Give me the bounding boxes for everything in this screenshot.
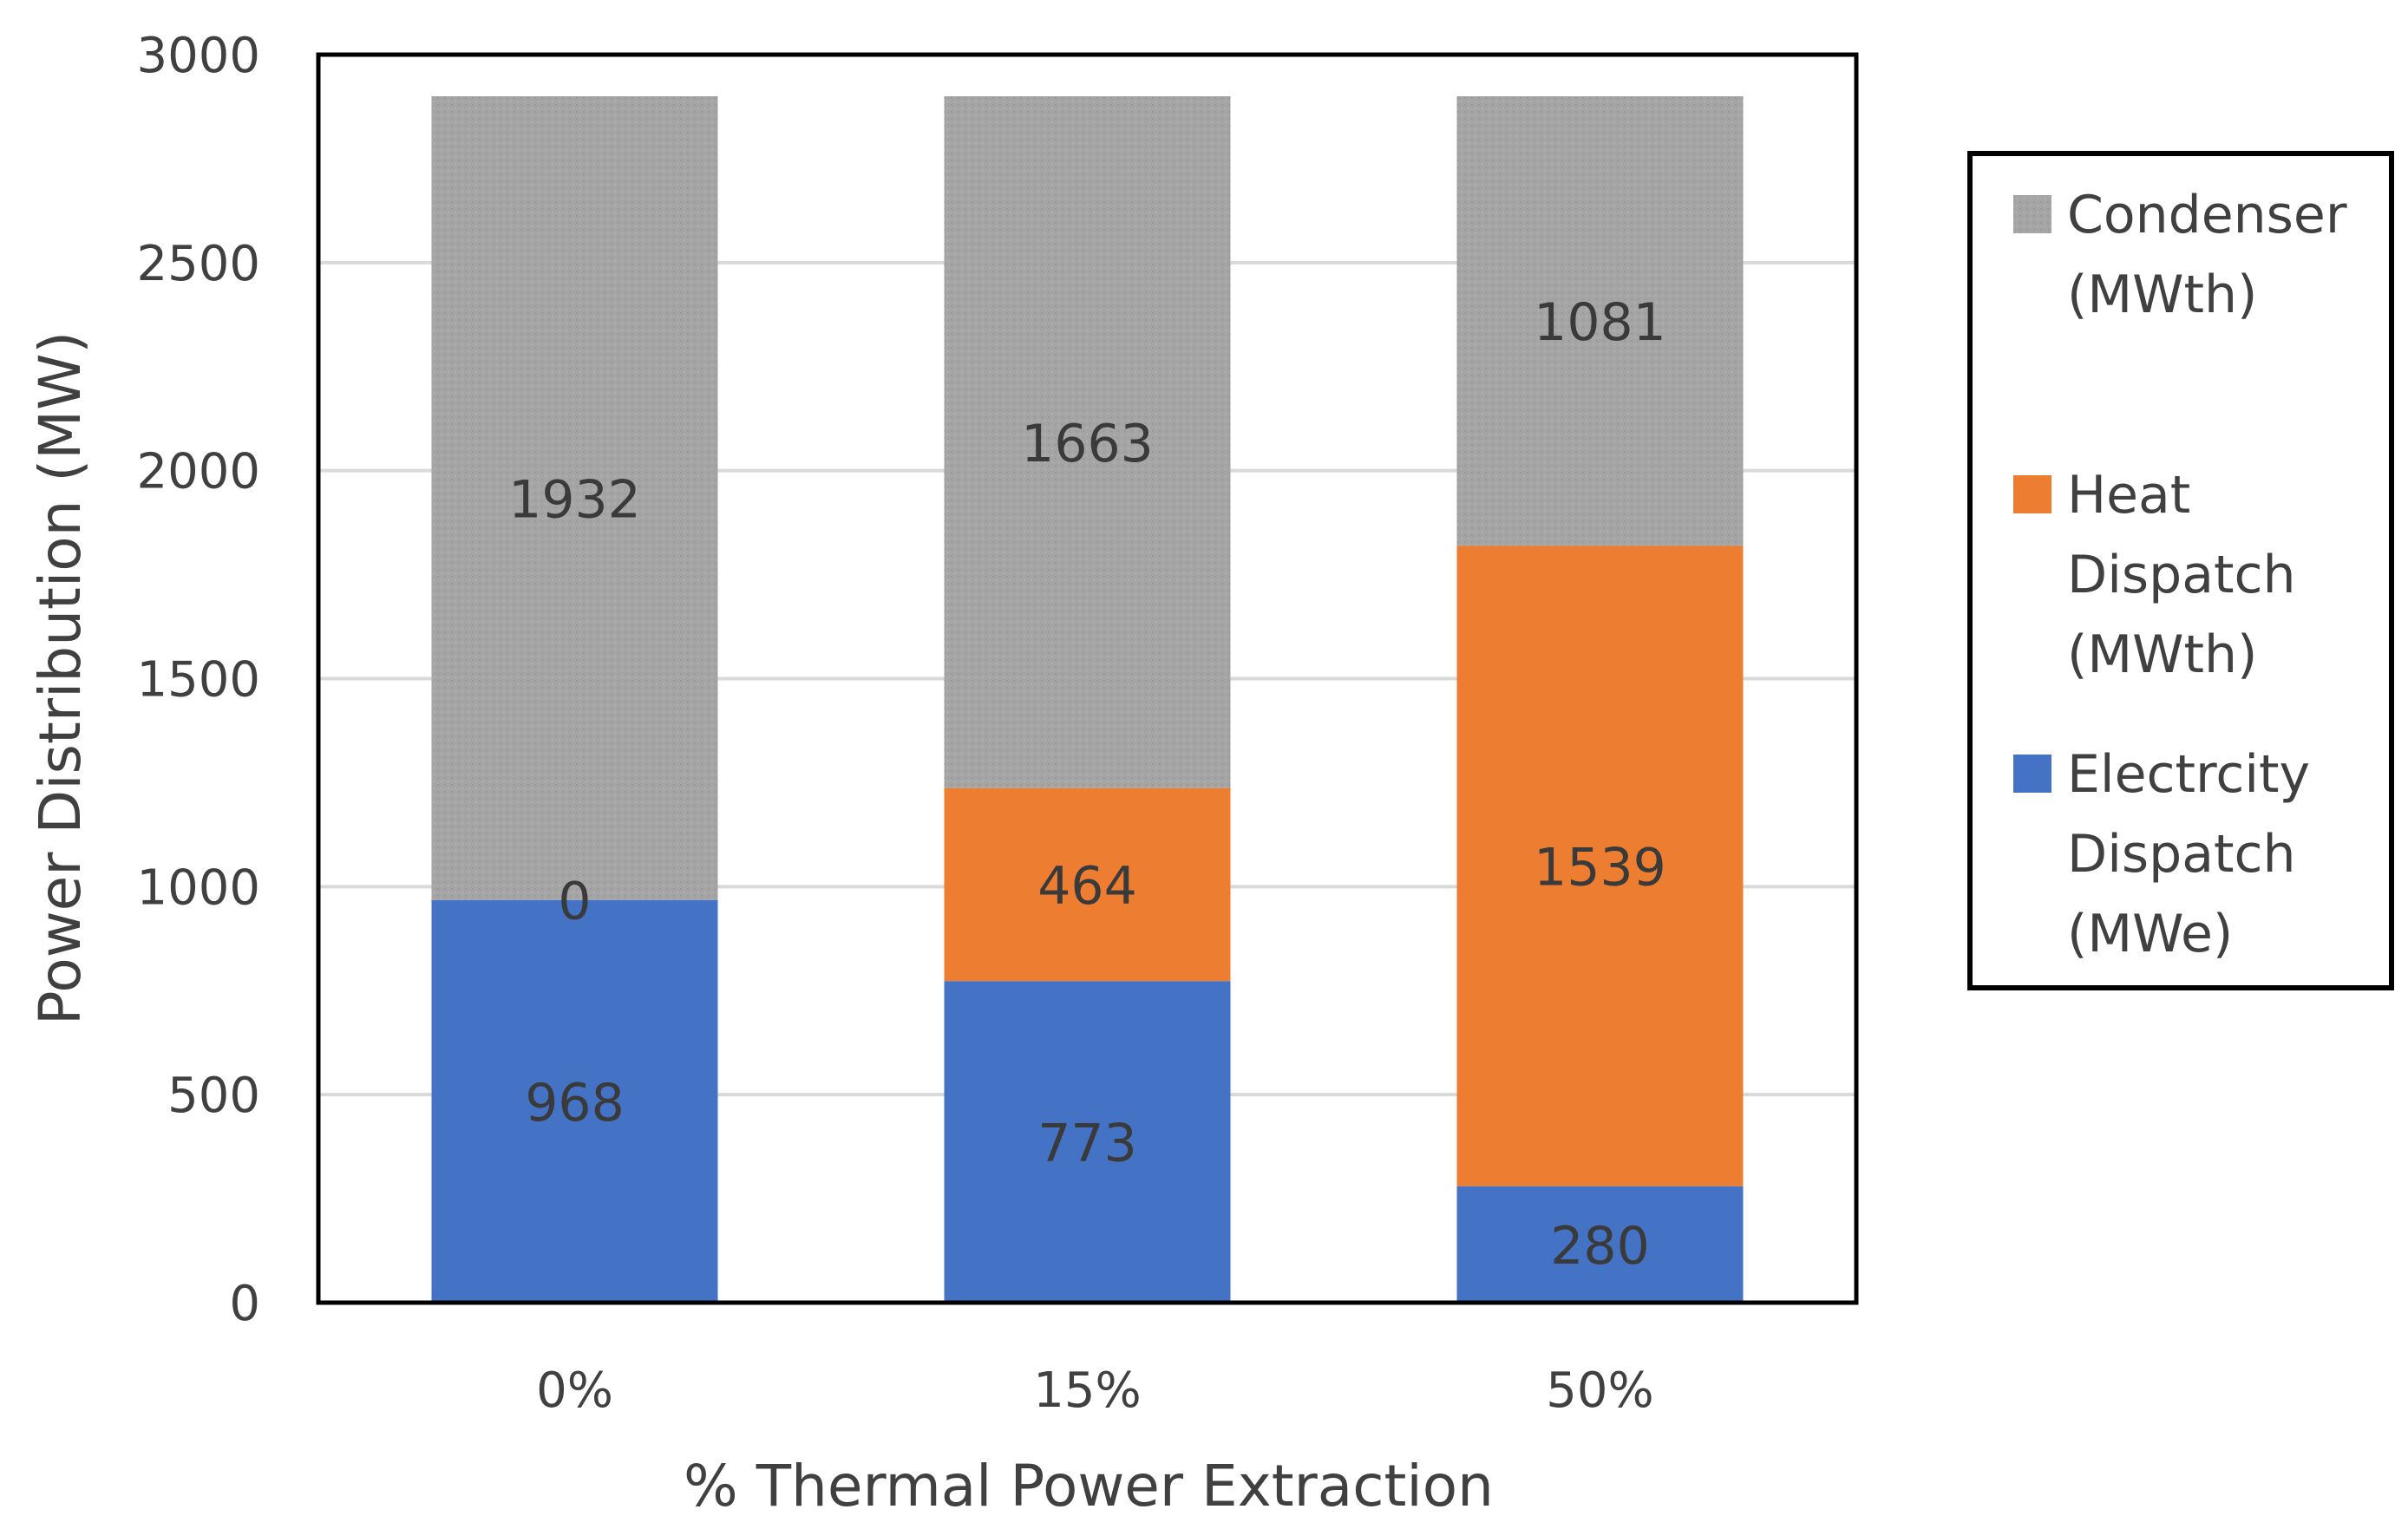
bar-segment — [1456, 546, 1744, 1186]
legend-label: (MWth) — [2067, 265, 2257, 325]
x-tick-label: 0% — [536, 1362, 613, 1419]
legend-swatch — [2013, 195, 2051, 233]
legend-label: (MWe) — [2067, 904, 2233, 964]
data-label: 773 — [1037, 1114, 1137, 1174]
data-label: 1932 — [508, 469, 641, 530]
y-tick-label: 2500 — [136, 236, 260, 292]
legend-frame — [1967, 151, 2394, 990]
legend-label: Heat — [2067, 465, 2190, 526]
data-label: 0 — [558, 872, 591, 932]
bar-segment — [944, 95, 1231, 788]
bar-segment — [944, 787, 1231, 982]
y-tick-label: 500 — [167, 1068, 260, 1124]
data-label: 1539 — [1534, 838, 1666, 898]
bar-segment — [431, 899, 718, 1303]
legend-label: (MWth) — [2067, 624, 2257, 685]
bar-segment — [944, 981, 1231, 1303]
data-label: 968 — [525, 1073, 625, 1134]
bar-segment — [1456, 95, 1744, 546]
x-tick-label: 50% — [1546, 1362, 1653, 1419]
y-axis-title: Power Distribution (MW) — [27, 331, 94, 1025]
x-axis-title: % Thermal Power Extraction — [684, 1453, 1494, 1519]
bar-segment — [1456, 1186, 1744, 1303]
bars — [431, 95, 1744, 1303]
data-label: 1663 — [1021, 414, 1154, 474]
x-tick-label: 15% — [1033, 1362, 1141, 1419]
data-labels: 968 0 1932 773 464 1663 280 1539 1081 — [508, 292, 1666, 1277]
legend-label: Dispatch — [2067, 545, 2296, 605]
y-tick-label: 3000 — [136, 28, 260, 84]
y-axis-ticks: 0 500 1000 1500 2000 2500 3000 — [136, 28, 260, 1332]
data-label: 280 — [1550, 1216, 1650, 1277]
bar-segment — [431, 95, 718, 900]
legend-label: Electrcity — [2067, 744, 2310, 805]
x-axis-ticks: 0% 15% 50% — [536, 1362, 1654, 1419]
y-tick-label: 1500 — [136, 652, 260, 709]
y-tick-label: 2000 — [136, 444, 260, 500]
legend-swatch — [2013, 475, 2051, 513]
y-tick-label: 1000 — [136, 859, 260, 916]
data-label: 1081 — [1534, 292, 1666, 353]
legend: Condenser (MWth) Heat Dispatch (MWth) Electrc… — [1967, 151, 2394, 990]
y-tick-label: 0 — [229, 1276, 260, 1332]
legend-label: Dispatch — [2067, 824, 2296, 885]
plot-area-frame — [316, 52, 1859, 1305]
data-label: 464 — [1037, 856, 1137, 917]
legend-label: Condenser — [2067, 185, 2347, 245]
legend-swatch — [2013, 755, 2051, 793]
